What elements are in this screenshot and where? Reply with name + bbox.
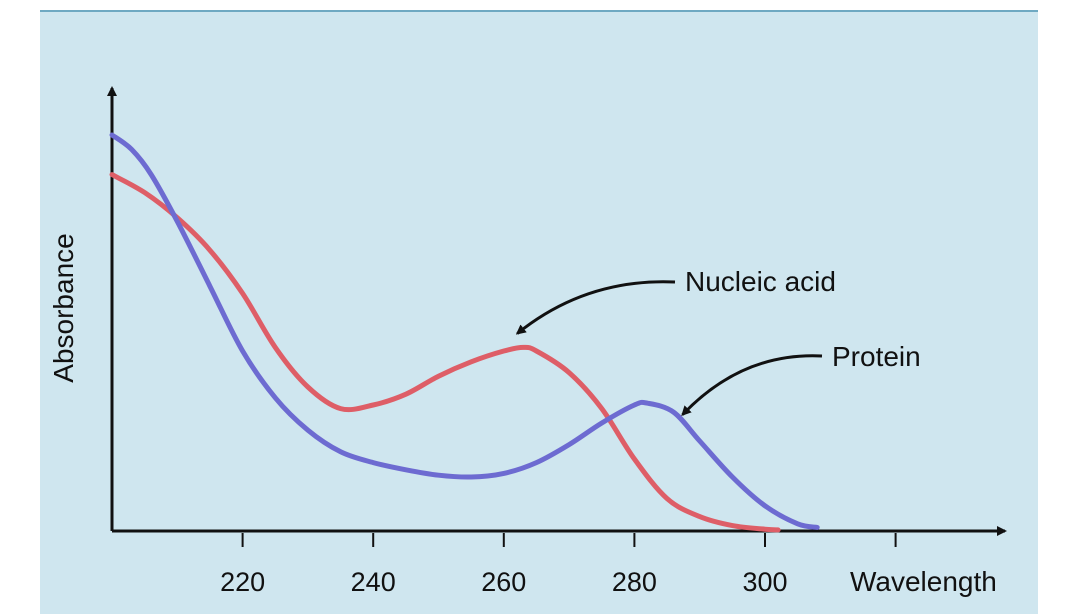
x-axis-label: Wavelength [850, 566, 997, 597]
x-tick-label: 280 [612, 567, 657, 597]
x-ticks: 220 240 260 280 300 [220, 533, 897, 597]
x-tick-label: 300 [742, 567, 787, 597]
series-line-nucleic-acid [109, 172, 781, 533]
chart-panel: 220 240 260 280 300 Nucleic acid Protein Wave… [40, 10, 1038, 614]
absorbance-chart: 220 240 260 280 300 Nucleic acid Protein Wave… [48, 86, 1007, 597]
x-tick-label: 220 [220, 567, 265, 597]
annotation-arrow-nucleic-acid [515, 280, 676, 335]
series-line-protein [109, 132, 820, 530]
series-lines [109, 132, 820, 533]
annotations: Nucleic acid Protein [515, 266, 921, 417]
annotation-label-protein: Protein [832, 341, 921, 372]
annotation-label-nucleic-acid: Nucleic acid [685, 266, 836, 297]
axes [107, 86, 1007, 536]
x-tick-label: 260 [481, 567, 526, 597]
y-axis-label: Absorbance [48, 233, 79, 382]
annotation-arrow-protein [681, 354, 823, 417]
x-tick-label: 240 [351, 567, 396, 597]
